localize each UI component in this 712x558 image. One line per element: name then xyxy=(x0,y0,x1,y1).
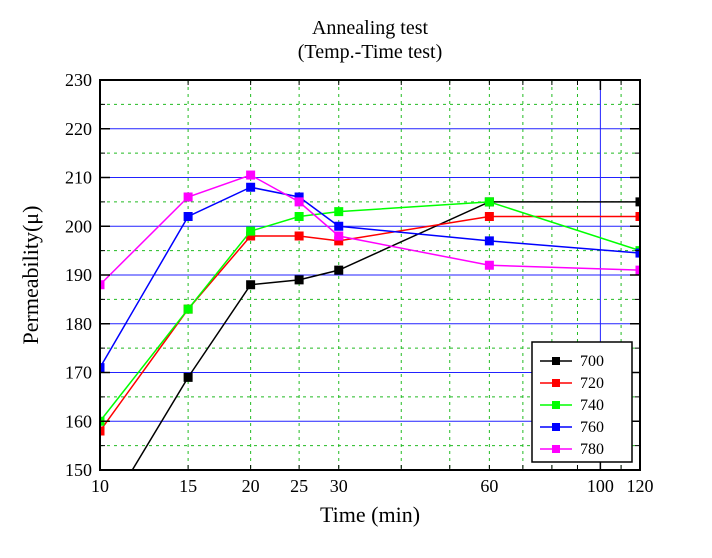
svg-text:190: 190 xyxy=(65,265,92,285)
svg-text:100: 100 xyxy=(587,476,614,496)
x-axis-label: Time (min) xyxy=(320,502,420,527)
svg-text:720: 720 xyxy=(580,375,604,392)
svg-text:20: 20 xyxy=(242,476,260,496)
svg-text:200: 200 xyxy=(65,216,92,236)
y-axis-label: Permeability(μ) xyxy=(18,206,43,345)
svg-text:170: 170 xyxy=(65,363,92,383)
svg-text:230: 230 xyxy=(65,70,92,90)
svg-text:160: 160 xyxy=(65,411,92,431)
svg-text:740: 740 xyxy=(580,397,604,414)
svg-text:780: 780 xyxy=(580,441,604,458)
svg-text:120: 120 xyxy=(627,476,654,496)
svg-text:760: 760 xyxy=(580,419,604,436)
svg-text:180: 180 xyxy=(65,314,92,334)
svg-text:10: 10 xyxy=(91,476,109,496)
svg-text:150: 150 xyxy=(65,460,92,480)
chart-title-1: Annealing test xyxy=(312,17,429,39)
annealing-chart: 150 160 170 180 190 200 210 220 230 10 15 20 25 30 60 1… xyxy=(0,0,712,558)
svg-text:700: 700 xyxy=(580,353,604,370)
legend: 700 720 740 760 780 xyxy=(532,342,632,462)
svg-text:30: 30 xyxy=(330,476,348,496)
svg-text:25: 25 xyxy=(290,476,308,496)
svg-text:220: 220 xyxy=(65,119,92,139)
svg-text:210: 210 xyxy=(65,168,92,188)
chart-title-2: (Temp.-Time test) xyxy=(298,41,443,63)
svg-text:60: 60 xyxy=(480,476,498,496)
svg-text:15: 15 xyxy=(179,476,197,496)
